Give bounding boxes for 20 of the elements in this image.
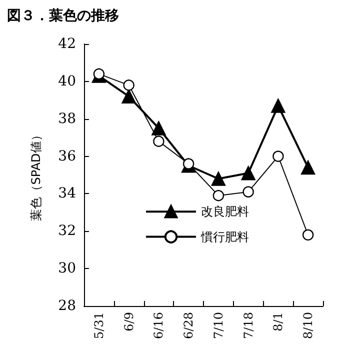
chart-title: 図３．葉色の推移 [7, 8, 119, 24]
y-tick-label: 36 [58, 148, 76, 164]
y-tick-label: 32 [58, 223, 76, 240]
y-axis-title: 葉色（SPAD値） [29, 129, 43, 221]
x-tick-label: 8/1 [271, 312, 286, 332]
x-tick-label: 5/31 [92, 312, 106, 339]
y-tick-label: 30 [58, 260, 76, 277]
y-tick-label: 34 [58, 186, 76, 202]
legend-label: 慣行肥料 [200, 230, 249, 244]
x-tick-label: 6/9 [122, 312, 136, 332]
x-tick-label: 7/10 [211, 312, 226, 339]
y-tick-label: 40 [58, 73, 76, 90]
x-tick-label: 6/28 [182, 312, 196, 339]
x-tick-label: 8/10 [301, 312, 316, 339]
x-tick-label: 6/16 [152, 312, 166, 339]
y-tick-label: 38 [58, 110, 76, 127]
y-tick-label: 28 [58, 298, 76, 314]
y-tick-label: 42 [58, 36, 76, 52]
legend-label: 改良肥料 [201, 204, 249, 219]
x-tick-label: 7/18 [241, 312, 256, 339]
